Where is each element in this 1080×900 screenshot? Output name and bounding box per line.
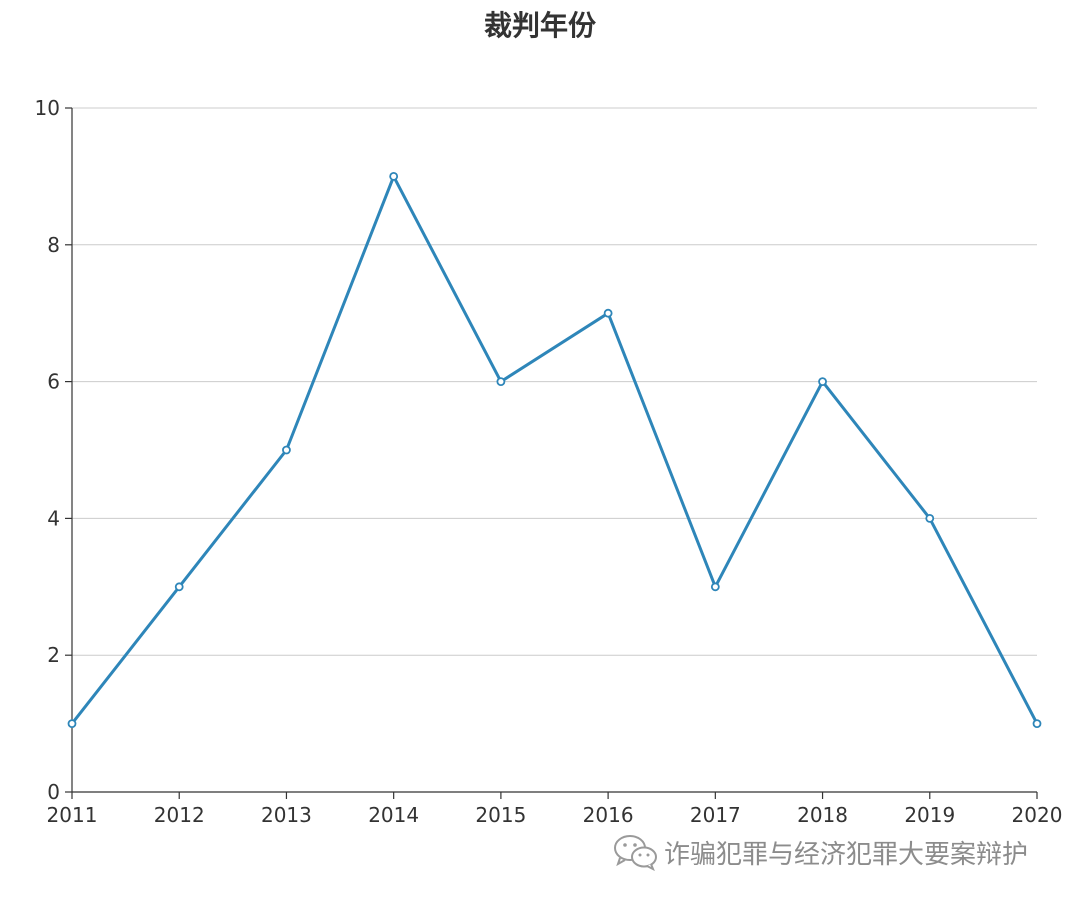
x-tick-label: 2013 — [261, 803, 312, 827]
y-axis-ticks: 0 2 4 6 8 10 — [35, 96, 72, 804]
x-tick-label: 2011 — [47, 803, 98, 827]
grid-lines — [72, 107, 1037, 656]
data-point — [174, 582, 184, 592]
y-tick-label: 2 — [47, 643, 60, 667]
watermark: 诈骗犯罪与经济犯罪大要案辩护 — [612, 832, 1028, 872]
x-tick-label: 2012 — [154, 803, 205, 827]
y-tick-label: 6 — [47, 370, 60, 394]
watermark-text: 诈骗犯罪与经济犯罪大要案辩护 — [664, 839, 1029, 870]
data-point — [925, 514, 935, 523]
series-line — [70, 174, 1039, 725]
data-point — [1032, 719, 1042, 728]
y-tick-label: 10 — [35, 96, 60, 120]
series-path — [70, 174, 1039, 725]
x-tick-label: 2015 — [475, 803, 526, 827]
x-tick-label: 2020 — [1012, 803, 1063, 827]
x-tick-label: 2017 — [690, 803, 741, 827]
y-tick-label: 4 — [47, 506, 60, 530]
chart-title: 裁判年份 — [483, 9, 596, 42]
x-tick-label: 2018 — [797, 803, 848, 827]
data-point — [282, 445, 291, 455]
x-tick-label: 2014 — [368, 803, 419, 827]
wechat-icon — [614, 835, 657, 871]
y-tick-label: 0 — [47, 780, 60, 804]
data-point — [496, 377, 506, 387]
data-point — [389, 171, 399, 181]
data-point — [603, 308, 613, 318]
x-tick-label: 2016 — [583, 803, 634, 827]
data-point — [710, 582, 720, 592]
data-points — [67, 171, 1042, 728]
axes — [71, 108, 1037, 793]
data-point — [67, 719, 77, 728]
y-tick-label: 8 — [47, 233, 60, 257]
x-axis-ticks: 2011 2012 2013 2014 2015 2016 2017 2018 2019 2020 — [47, 792, 1063, 827]
x-tick-label: 2019 — [904, 803, 955, 827]
data-point — [818, 377, 827, 387]
